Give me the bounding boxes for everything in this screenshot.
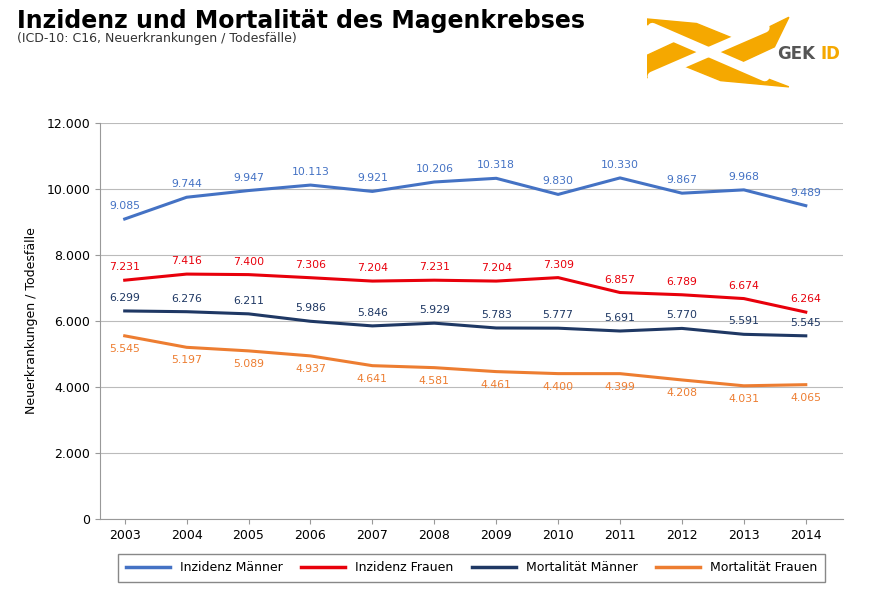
Text: 6.276: 6.276 [171,293,202,304]
Text: 6.674: 6.674 [728,281,760,290]
Text: 4.208: 4.208 [667,388,698,398]
Text: 5.929: 5.929 [419,305,450,315]
Text: 4.641: 4.641 [357,373,388,384]
Text: ID: ID [820,45,840,63]
Text: 5.591: 5.591 [728,316,760,327]
Text: 10.206: 10.206 [415,164,454,174]
Text: (ICD-10: C16, Neuerkrankungen / Todesfälle): (ICD-10: C16, Neuerkrankungen / Todesfäl… [17,32,297,45]
Text: 9.921: 9.921 [357,174,388,184]
Text: 5.197: 5.197 [171,356,202,365]
Text: 4.399: 4.399 [605,381,635,392]
Text: 9.867: 9.867 [667,175,698,185]
Text: 5.777: 5.777 [542,310,574,321]
Polygon shape [660,56,789,87]
Text: 6.857: 6.857 [605,274,635,285]
Text: 6.789: 6.789 [667,277,698,287]
Text: 9.968: 9.968 [728,172,760,182]
Text: 4.031: 4.031 [728,394,760,404]
Text: 7.306: 7.306 [295,260,326,270]
Text: 5.691: 5.691 [605,313,635,323]
Text: 5.986: 5.986 [295,303,326,313]
Text: 6.299: 6.299 [109,293,140,303]
Text: 10.113: 10.113 [291,167,329,177]
Text: 7.231: 7.231 [419,262,450,272]
Text: 7.231: 7.231 [109,262,140,272]
Text: 5.545: 5.545 [790,318,821,328]
Text: 9.489: 9.489 [790,188,821,198]
Text: 9.947: 9.947 [233,173,264,182]
Polygon shape [628,31,699,87]
Text: 5.783: 5.783 [481,310,512,320]
Polygon shape [628,17,757,48]
Legend: Inzidenz Männer, Inzidenz Frauen, Mortalität Männer, Mortalität Frauen: Inzidenz Männer, Inzidenz Frauen, Mortal… [118,554,825,582]
Text: 7.309: 7.309 [542,260,574,270]
Text: 4.937: 4.937 [295,364,326,374]
Text: 7.204: 7.204 [357,263,388,273]
Text: 5.089: 5.089 [233,359,264,369]
Text: 4.065: 4.065 [790,392,821,403]
Text: Inzidenz und Mortalität des Magenkrebses: Inzidenz und Mortalität des Magenkrebses [17,9,586,33]
Y-axis label: Neuerkrankungen / Todesfälle: Neuerkrankungen / Todesfälle [25,227,38,414]
Text: 9.830: 9.830 [542,176,574,187]
Text: 5.545: 5.545 [109,344,140,354]
Text: 7.204: 7.204 [481,263,512,273]
Text: 9.744: 9.744 [171,179,202,189]
Text: 4.400: 4.400 [542,381,574,392]
Text: 5.846: 5.846 [357,308,388,318]
Text: 9.085: 9.085 [109,201,140,211]
Text: GEK: GEK [778,45,815,63]
Text: 10.318: 10.318 [477,160,515,171]
Text: 6.211: 6.211 [233,296,264,306]
Text: 4.461: 4.461 [481,379,512,389]
Text: 10.330: 10.330 [601,160,639,170]
Text: 5.770: 5.770 [667,311,698,321]
Polygon shape [718,17,789,73]
Text: 6.264: 6.264 [790,294,821,304]
Text: 7.416: 7.416 [171,256,202,266]
Text: 7.400: 7.400 [233,257,264,266]
Text: 4.581: 4.581 [419,376,450,386]
